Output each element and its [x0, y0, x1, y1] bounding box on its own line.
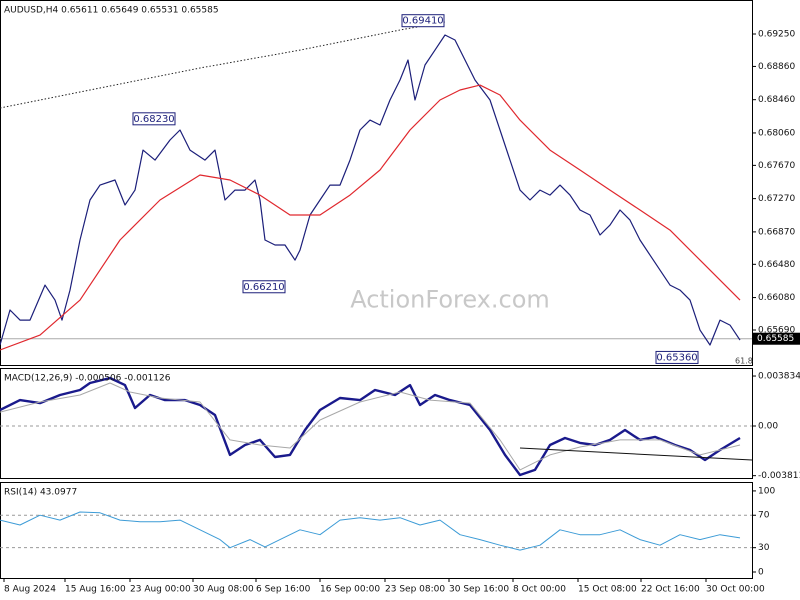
- y-tick-label: 0.66870: [758, 227, 795, 237]
- y-tick-label: -0.003811: [758, 471, 800, 481]
- price-annotation-box: [242, 280, 286, 294]
- last-price-label: 0.65585: [757, 334, 794, 344]
- price-annotation: 0.69410: [402, 16, 443, 27]
- fib-label: 61.8: [735, 356, 753, 365]
- x-tick-label: 15 Oct 08:00: [578, 585, 637, 595]
- price-annotation: 0.65360: [656, 352, 697, 363]
- price-annotation-box: [655, 350, 699, 364]
- y-tick-label: 0.00: [758, 421, 778, 431]
- panel-frame: [0, 0, 753, 366]
- last-price-box: [753, 332, 800, 345]
- panel-title: MACD(12,26,9) -0.000506 -0.001126: [4, 374, 171, 384]
- x-tick-label: 22 Oct 16:00: [641, 585, 700, 595]
- price-annotation: 0.68230: [133, 114, 174, 125]
- price-annotation: 0.66210: [243, 282, 284, 293]
- y-tick-label: 70: [758, 511, 770, 521]
- x-tick-label: 16 Sep 00:00: [320, 585, 380, 595]
- panel-frame: [0, 368, 753, 479]
- y-tick-label: 0.67270: [758, 194, 795, 204]
- series-line: [0, 511, 741, 551]
- x-tick-label: 30 Oct 00:00: [706, 585, 765, 595]
- y-tick-label: 0.003834: [758, 372, 800, 382]
- series-line: [0, 21, 446, 109]
- panel-title: RSI(14) 43.0977: [4, 488, 77, 498]
- price-annotation-box: [132, 112, 176, 126]
- watermark: ActionForex.com: [350, 286, 550, 314]
- series-line: [0, 376, 741, 477]
- y-tick-label: 0.67670: [758, 161, 795, 171]
- y-tick-label: 0: [758, 568, 764, 578]
- series-line: [0, 84, 741, 351]
- y-tick-label: 0.69250: [758, 30, 795, 40]
- x-tick-label: 23 Sep 08:00: [385, 585, 445, 595]
- series-line: [0, 382, 741, 471]
- x-tick-label: 6 Sep 16:00: [256, 585, 311, 595]
- y-tick-label: 0.68060: [758, 128, 795, 138]
- panel-frame: [0, 482, 753, 579]
- y-tick-label: 0.66480: [758, 260, 795, 270]
- y-tick-label: 100: [758, 486, 775, 496]
- x-tick-label: 23 Aug 00:00: [130, 585, 191, 595]
- series-line: [0, 34, 741, 346]
- series-line: [519, 447, 753, 461]
- panel-title: AUDUSD,H4 0.65611 0.65649 0.65531 0.6558…: [4, 6, 219, 16]
- y-tick-label: 30: [758, 543, 770, 553]
- y-tick-label: 0.68460: [758, 95, 795, 105]
- x-tick-label: 8 Aug 2024: [4, 585, 56, 595]
- x-tick-label: 30 Aug 08:00: [193, 585, 254, 595]
- y-tick-label: 0.65690: [758, 325, 795, 335]
- x-tick-label: 30 Sep 16:00: [449, 585, 509, 595]
- y-tick-label: 0.68860: [758, 62, 795, 72]
- x-tick-label: 8 Oct 00:00: [513, 585, 566, 595]
- y-tick-label: 0.66080: [758, 293, 795, 303]
- x-tick-label: 15 Aug 16:00: [65, 585, 126, 595]
- price-annotation-box: [401, 14, 445, 28]
